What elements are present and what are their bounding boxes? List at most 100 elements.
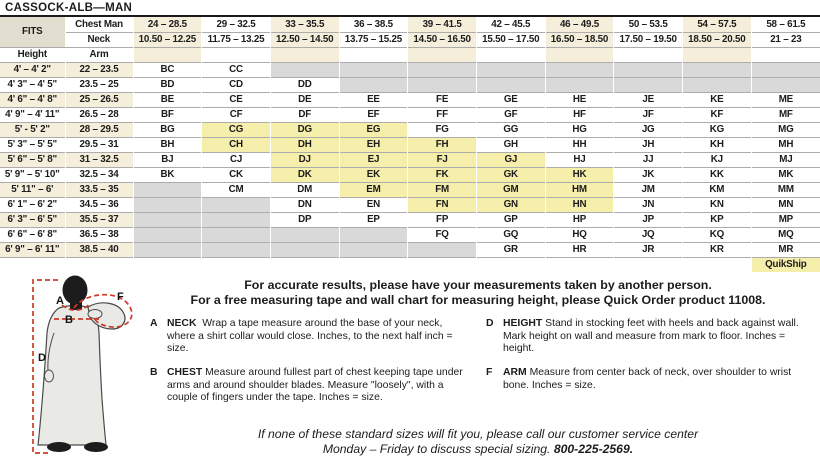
instruction-desc: Stand in stocking feet with heels and ba… — [503, 318, 799, 355]
size-code-cell: EM — [338, 181, 408, 197]
size-chart-table: FITS Chest Man 24 – 28.5 29 – 32.5 33 – 35… — [0, 17, 820, 272]
size-code-cell: GK — [475, 166, 546, 182]
unavailable-cell — [201, 226, 271, 242]
height-range-cell: 4' – 4' 2" — [0, 61, 65, 77]
chest-row: FITS Chest Man 24 – 28.5 29 – 32.5 33 – 35… — [0, 17, 820, 47]
size-row: 6' 6" – 6' 8" 36.5 – 38 FQ GQ HQ JQ KQ MQ — [0, 226, 820, 242]
unavailable-cell — [132, 226, 202, 242]
measurement-figure: A B D F — [2, 275, 144, 472]
quikship-filler — [0, 256, 752, 272]
head-shape — [62, 275, 88, 305]
empty-header-cell — [132, 46, 202, 62]
size-row: 4' 9" – 4' 11" 26.5 – 28 BF CF DF EF FF GF HF JF K… — [0, 106, 820, 122]
empty-header-cell — [269, 46, 340, 62]
special-sizing-line-2: Monday – Friday to discuss special sizin… — [150, 442, 806, 457]
unavailable-cell — [132, 196, 202, 212]
size-code-cell: BE — [132, 91, 202, 107]
unavailable-cell — [750, 76, 820, 92]
size-code-cell: MK — [750, 166, 820, 182]
unavailable-cell — [682, 61, 752, 77]
size-code-cell: MQ — [750, 226, 820, 242]
unavailable-cell — [338, 241, 408, 257]
unavailable-cell — [407, 61, 477, 77]
size-code-cell: CM — [201, 181, 271, 197]
size-code-cell: JJ — [613, 151, 683, 167]
neck-row: Neck 10.50 – 12.25 11.75 – 13.25 12.50 – 1… — [0, 31, 820, 47]
size-code-cell: KK — [682, 166, 752, 182]
size-code-cell: DF — [269, 106, 340, 122]
quikship-legend: QuikShip — [750, 256, 820, 272]
arm-range-cell: 32.5 – 34 — [64, 166, 133, 182]
size-code-cell: EG — [338, 121, 408, 137]
size-code-cell: GR — [475, 241, 546, 257]
size-code-cell: GG — [475, 121, 546, 137]
chest-range-cell: 39 – 41.5 — [407, 17, 477, 32]
unavailable-cell — [132, 241, 202, 257]
size-code-cell: DK — [269, 166, 340, 182]
size-code-cell: HR — [544, 241, 614, 257]
size-code-cell: BG — [132, 121, 202, 137]
height-range-cell: 5' 3" – 5' 5" — [0, 136, 65, 152]
instruction-text: ARM Measure from center back of neck, ov… — [503, 367, 806, 405]
size-code-cell: HG — [544, 121, 614, 137]
size-code-cell: EF — [338, 106, 408, 122]
neck-range-cell: 17.50 – 19.50 — [613, 31, 683, 47]
empty-header-cell — [544, 46, 614, 62]
size-code-cell: GQ — [475, 226, 546, 242]
size-code-cell: MH — [750, 136, 820, 152]
unavailable-cell — [269, 226, 340, 242]
arm-range-cell: 28 – 29.5 — [64, 121, 133, 137]
size-code-cell: GJ — [475, 151, 546, 167]
chest-range-cell: 42 – 45.5 — [475, 17, 546, 32]
quikship-row: QuikShip — [0, 256, 820, 272]
height-range-cell: 5' 11" – 6' — [0, 181, 65, 197]
left-hand — [44, 369, 54, 383]
neck-range-cell: 10.50 – 12.25 — [132, 31, 202, 47]
size-code-cell: BJ — [132, 151, 202, 167]
height-range-cell: 5' - 5' 2" — [0, 121, 65, 137]
unavailable-cell — [613, 61, 683, 77]
size-code-cell: KN — [682, 196, 752, 212]
unavailable-cell — [475, 76, 546, 92]
left-foot — [47, 442, 71, 452]
neck-range-cell: 21 – 23 — [750, 31, 820, 47]
instruction-neck: A NECK Wrap a tape measure around the ba… — [150, 318, 470, 356]
size-code-cell: CK — [201, 166, 271, 182]
size-code-cell: FG — [407, 121, 477, 137]
unavailable-cell — [338, 226, 408, 242]
arm-range-cell: 26.5 – 28 — [64, 106, 133, 122]
instruction-height: D HEIGHT Stand in stocking feet with hee… — [486, 318, 806, 356]
size-code-cell: DN — [269, 196, 340, 212]
size-code-cell: EJ — [338, 151, 408, 167]
instruction-letter: D — [486, 318, 494, 330]
size-code-cell: BF — [132, 106, 202, 122]
chest-range-cell: 54 – 57.5 — [682, 17, 752, 32]
height-measure-line — [32, 279, 58, 454]
size-code-cell: GH — [475, 136, 546, 152]
instruction-term: NECK — [167, 318, 197, 330]
size-code-cell: GE — [475, 91, 546, 107]
empty-header-cell — [407, 46, 477, 62]
unavailable-cell — [269, 241, 340, 257]
size-code-cell: HP — [544, 211, 614, 227]
size-code-cell: EP — [338, 211, 408, 227]
size-code-cell: KQ — [682, 226, 752, 242]
lower-section: A B D F For accurate results, please hav… — [0, 272, 820, 472]
instruction-text: NECK Wrap a tape measure around the base… — [167, 318, 470, 356]
size-code-cell: HQ — [544, 226, 614, 242]
size-code-cell: EE — [338, 91, 408, 107]
size-code-cell: JE — [613, 91, 683, 107]
unavailable-cell — [201, 211, 271, 227]
size-code-cell: KP — [682, 211, 752, 227]
size-row: 6' 3" – 6' 5" 35.5 – 37 DP EP FP GP HP JP KP MP — [0, 211, 820, 227]
size-code-cell: HK — [544, 166, 614, 182]
size-row: 5' 3" – 5' 5" 29.5 – 31 BH CH DH EH FH GH HH JH KH… — [0, 136, 820, 152]
neck-range-cell: 13.75 – 15.25 — [338, 31, 408, 47]
instruction-chest: B CHEST Measure around fullest part of c… — [150, 367, 470, 405]
height-arm-row: Height Arm — [0, 46, 820, 62]
arm-range-cell: 36.5 – 38 — [64, 226, 133, 242]
size-code-cell: JF — [613, 106, 683, 122]
figure-label-f: F — [117, 291, 124, 303]
size-code-cell: HE — [544, 91, 614, 107]
size-code-cell: FN — [407, 196, 477, 212]
